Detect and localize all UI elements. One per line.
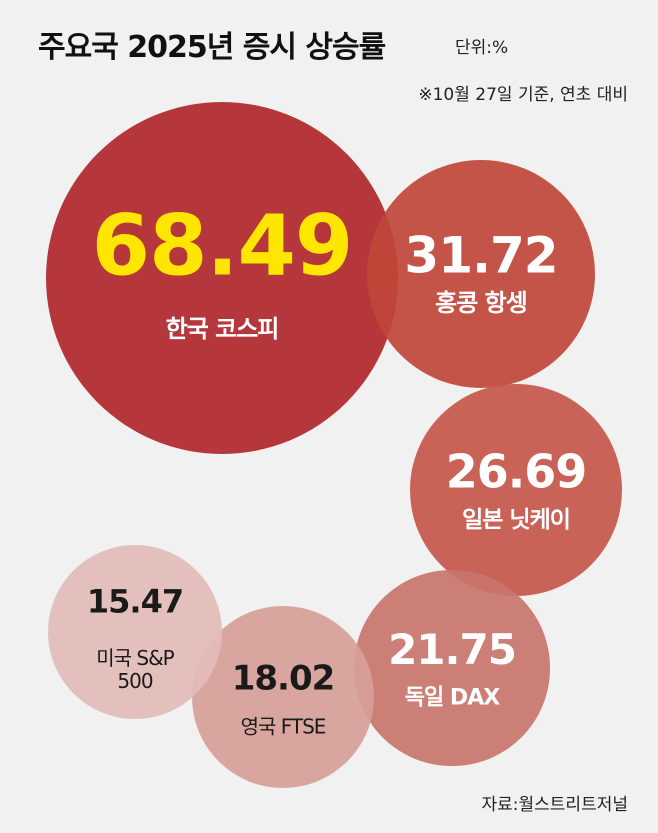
bubble	[48, 545, 222, 719]
title: 주요국 2025년 증시 상승률	[38, 30, 386, 65]
category-label: 홍콩 항셍	[435, 289, 528, 318]
source: 자료:월스트리트저널	[481, 795, 629, 815]
value-label: 31.72	[404, 226, 558, 285]
category-label: 일본 닛케이	[462, 506, 571, 533]
value-label: 68.49	[91, 196, 354, 295]
value-label: 21.75	[388, 624, 517, 674]
category-label: 한국 코스피	[165, 315, 280, 344]
note: ※10월 27일 기준, 연초 대비	[418, 85, 628, 105]
value-label: 15.47	[86, 582, 184, 621]
category-label: 독일 DAX	[404, 685, 500, 711]
bubble	[366, 159, 596, 389]
bubble	[354, 570, 550, 766]
value-label: 26.69	[445, 444, 588, 499]
category-label: 영국 FTSE	[240, 714, 327, 739]
unit: 단위:%	[455, 38, 509, 58]
bubble	[410, 384, 622, 596]
bubble	[46, 102, 398, 454]
bubble	[191, 605, 375, 789]
category-label: 미국 S&P 500	[96, 646, 175, 693]
value-label: 18.02	[231, 658, 336, 699]
